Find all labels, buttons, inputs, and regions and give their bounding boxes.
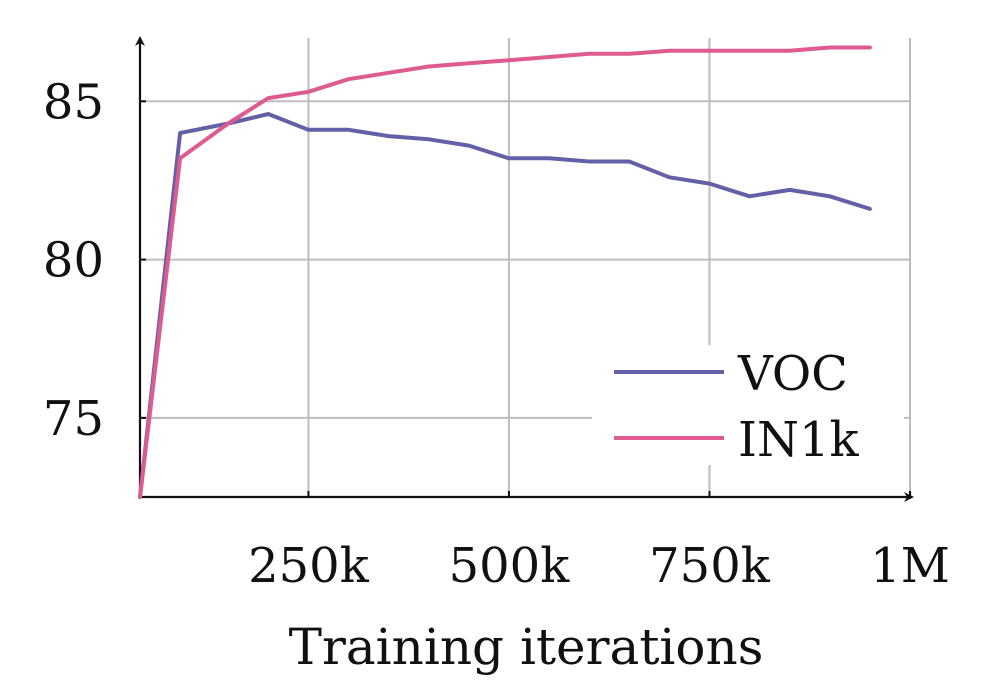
x-tick-label: 500k — [449, 538, 571, 594]
axis-labels: 250k 500k 750k 1M 75 80 85 Training iterations — [43, 74, 950, 676]
y-tick-label: 85 — [43, 74, 104, 130]
x-tick-label: 250k — [248, 538, 370, 594]
y-tick-label: 80 — [43, 233, 104, 289]
legend-label: VOC — [737, 346, 848, 402]
x-tick-label: 750k — [649, 538, 771, 594]
series-lines — [138, 45, 872, 499]
x-axis-label: Training iterations — [289, 618, 764, 676]
legend-box — [592, 345, 904, 465]
legend-label: IN1k — [738, 412, 860, 468]
legend: VOC IN1k — [592, 345, 904, 468]
series-line-voc — [138, 112, 872, 499]
series-line-in1k — [138, 45, 872, 499]
axes — [135, 36, 914, 502]
grid-lines — [140, 38, 911, 497]
y-tick-label: 75 — [43, 391, 104, 447]
x-tick-label: 1M — [870, 538, 950, 594]
